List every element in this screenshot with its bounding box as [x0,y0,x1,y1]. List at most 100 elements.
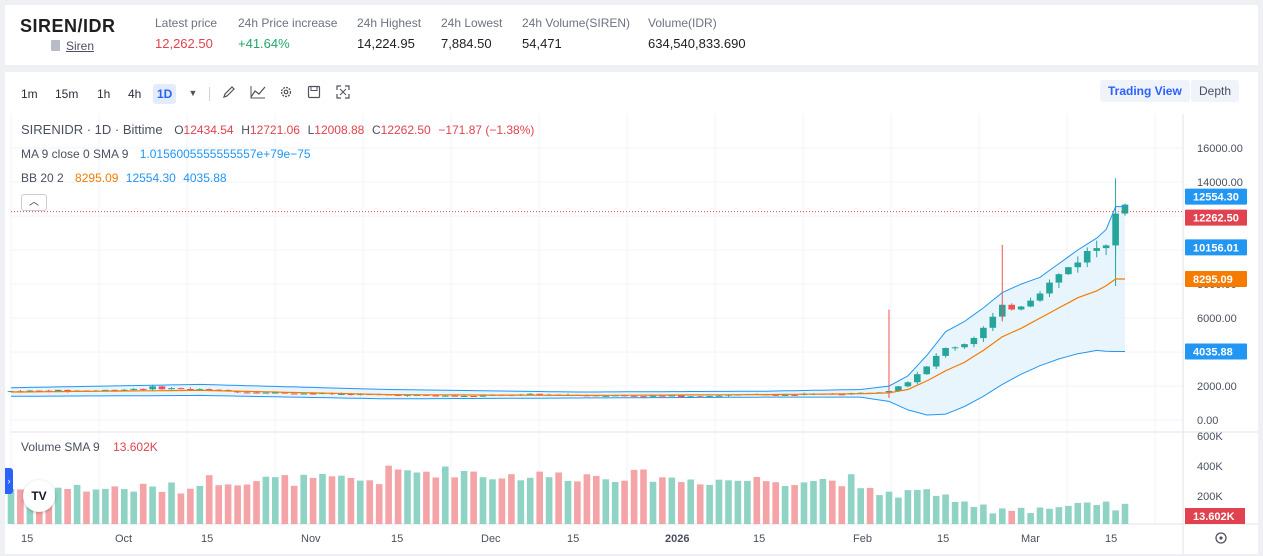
candle-body [895,386,902,391]
volume-bar [791,485,798,524]
volume-badge-label: 13.602K [1193,511,1235,523]
volume-bar [328,476,336,524]
price-tick-label: 2000.00 [1197,381,1237,393]
coin-info-link[interactable]: Siren [66,39,95,53]
settings-gear-center [1219,536,1223,540]
stat-latest-price: Latest price 12,262.50 [155,16,217,51]
volume-bar [498,478,506,524]
candle-body [1121,204,1129,214]
legend-low-label: L [307,123,315,137]
trading-view-button[interactable]: Trading View [1100,80,1190,102]
fullscreen-icon[interactable] [335,85,351,101]
volume-bar [593,475,600,524]
stat-value: 14,224.95 [357,36,415,51]
ma-legend[interactable]: MA 9 close 0 SMA 9 1.0156005555555557e+7… [21,147,311,161]
candle-body [961,344,968,348]
settings-icon[interactable] [278,85,294,101]
candle-body [630,395,638,397]
stat-24h-volume-siren: 24h Volume(SIREN) 54,471 [522,16,630,51]
bb-legend[interactable]: BB 20 2 8295.09 12554.30 4035.88 [21,171,227,185]
timeframe-1m[interactable]: 1m [21,87,38,101]
draw-icon[interactable] [221,85,237,101]
candle-body [205,389,213,391]
volume-bar [130,491,137,524]
volume-bar [92,489,100,524]
volume-bar [470,471,477,524]
volume-bar [177,493,185,524]
volume-bar [1112,510,1119,524]
time-tick-label: Feb [853,533,872,545]
timeframe-15m[interactable]: 15m [55,87,79,101]
legend-change: −171.87 (−1.38%) [438,123,535,137]
price-badge [1185,239,1247,256]
volume-bar [489,479,496,524]
timeframe-1d[interactable]: 1D [153,84,177,104]
volume-bar [1093,505,1100,524]
volume-bar [1083,502,1091,524]
volume-bar [64,489,71,524]
candle-body [102,389,109,391]
volume-bar [564,480,572,524]
volume-bar [838,486,846,524]
volume-bar [460,471,468,524]
timeframe-1h[interactable]: 1h [97,87,111,101]
ohlc-legend: SIRENIDR · 1D · Bittime O12434.54 H12721… [21,122,534,137]
settings-gear-icon[interactable] [1215,532,1227,544]
volume-bar [83,491,90,524]
volume-bar [149,486,156,524]
volume-bar [385,465,392,524]
timeframe-4h[interactable]: 4h [128,87,142,101]
market-header: SIREN/IDR Siren Latest price 12,262.50 2… [5,5,1258,65]
volume-tick-label: 400K [1197,461,1223,473]
stat-label: Latest price [155,16,218,30]
depth-button[interactable]: Depth [1191,80,1240,102]
volume-bar [696,484,704,524]
volume-bar [73,484,81,524]
price-chart[interactable]: 16000.0014000.0012000.0010000.008000.006… [5,114,1258,554]
volume-bar [659,477,666,524]
stat-value: 12,262.50 [155,36,213,51]
time-axis: 15 Oct 15 Nov 15 Dec 15 2026 15 Feb 15 Mar 15 [21,532,1227,545]
candle-body [262,392,270,394]
candle-body [1093,248,1100,251]
candle-body [932,355,940,367]
volume-bar [224,484,232,524]
chevron-down-icon[interactable]: ▼ [188,88,198,98]
stat-value: 7,884.50 [441,36,492,51]
candle-body [139,388,147,390]
candle-body [1027,300,1034,307]
volume-bar [640,469,647,524]
stat-value: 634,540,833.690 [648,36,746,51]
volume-bar [508,474,515,524]
volume-bar [281,475,289,524]
stat-label: Volume(IDR) [648,16,717,30]
volume-bar [555,472,562,524]
candle-body [772,394,779,396]
price-badge [1185,343,1247,360]
bollinger-lower-line [10,349,1125,416]
price-badge-label: 12554.30 [1193,192,1239,204]
time-tick-label: 2026 [665,533,689,545]
chevron-right-icon[interactable]: › [5,468,13,494]
volume-bar [734,480,742,524]
volume-bar [196,485,204,524]
volume-bar [413,472,421,524]
bollinger-band-fill [11,206,1125,415]
volume-bar [526,477,534,524]
chevron-up-icon[interactable]: ︿ [21,194,47,211]
candle-body [394,394,402,396]
volume-bar [1008,510,1015,524]
volume-bar [300,474,307,524]
candle-body [338,394,345,395]
tradingview-logo-icon[interactable]: TV [23,480,55,512]
volume-bar [715,479,723,524]
candle-body [54,389,62,392]
volume-tick-label: 600K [1197,431,1223,443]
volume-bar [574,481,581,524]
volume-bar [366,480,373,524]
indicator-icon[interactable] [250,85,266,101]
save-icon[interactable] [306,85,322,101]
candle-body [423,394,430,396]
volume-bar [7,489,15,524]
volume-bar [1121,503,1129,524]
